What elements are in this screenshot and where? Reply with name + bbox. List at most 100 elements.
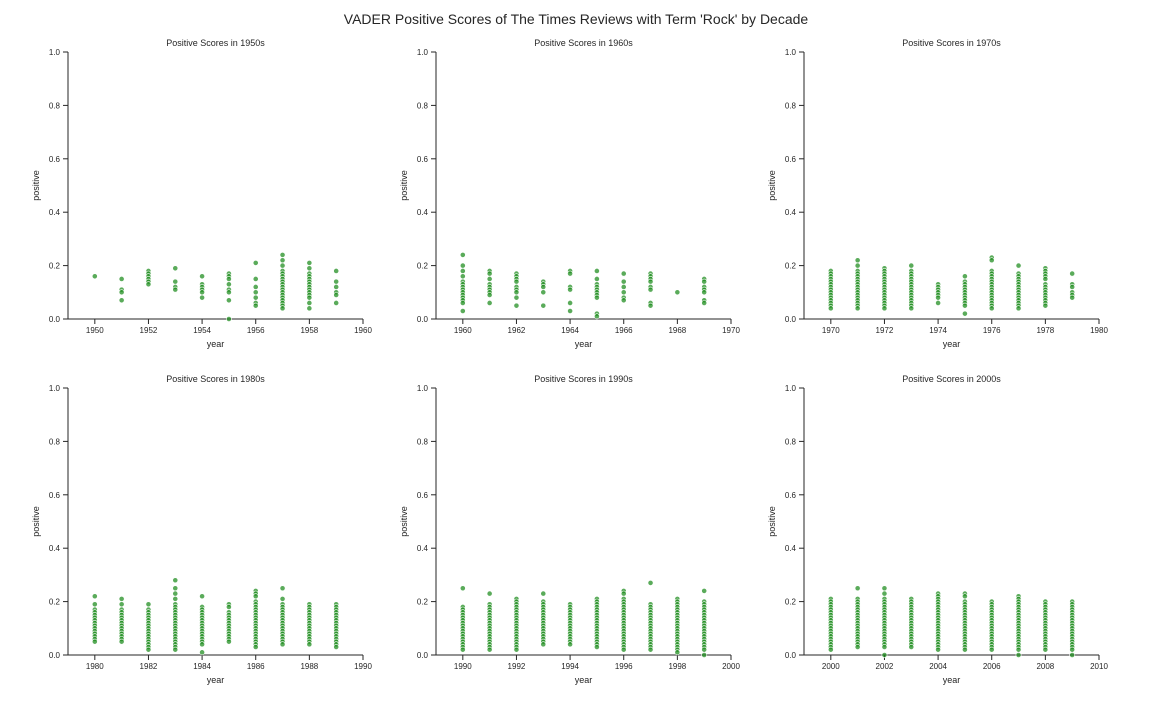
- data-point: [172, 585, 179, 592]
- data-point: [620, 289, 627, 296]
- data-point: [674, 649, 681, 656]
- data-point: [1042, 276, 1049, 282]
- data-point: [540, 590, 547, 597]
- data-point: [486, 300, 493, 306]
- data-point: [908, 305, 915, 312]
- data-point: [333, 284, 340, 290]
- x-tick-label: 1976: [983, 326, 1001, 335]
- data-point: [935, 300, 941, 306]
- data-point: [513, 294, 520, 301]
- y-tick-label: 0.8: [417, 101, 429, 110]
- data-point: [827, 305, 834, 312]
- x-tick-label: 1994: [561, 662, 579, 671]
- x-axis-label: year: [943, 675, 961, 685]
- data-point: [881, 585, 888, 592]
- data-point: [540, 302, 547, 309]
- x-axis-label: year: [575, 339, 593, 349]
- subplot-title: Positive Scores in 1980s: [166, 374, 265, 384]
- data-point: [701, 278, 708, 285]
- y-tick-label: 0.8: [785, 437, 797, 446]
- data-point: [988, 646, 995, 653]
- data-point: [145, 281, 152, 288]
- data-point: [647, 286, 654, 293]
- y-tick-label: 0.0: [49, 651, 61, 660]
- y-tick-label: 0.0: [785, 651, 797, 660]
- data-point: [145, 601, 152, 608]
- data-point: [620, 284, 627, 290]
- x-tick-label: 1972: [876, 326, 894, 335]
- data-point: [252, 593, 259, 600]
- y-tick-label: 1.0: [785, 48, 797, 57]
- data-point: [118, 601, 125, 608]
- subplot-2: Positive Scores in 1960s 0.0 0.2 0.4 0.6 0.8 1…: [399, 38, 740, 349]
- x-tick-label: 1996: [615, 662, 633, 671]
- data-point: [486, 270, 493, 277]
- data-point: [701, 652, 708, 658]
- data-point: [594, 276, 600, 282]
- y-tick-label: 0.0: [49, 315, 61, 324]
- data-point: [459, 308, 466, 314]
- subplot-5: Positive Scores in 1990s 0.0 0.2 0.4 0.6 0.8 1…: [399, 374, 740, 685]
- data-point: [199, 289, 205, 296]
- data-point: [594, 268, 600, 274]
- y-tick-label: 0.4: [49, 544, 61, 553]
- data-point: [252, 260, 259, 266]
- subplot-title: Positive Scores in 1990s: [534, 374, 633, 384]
- data-point: [1015, 262, 1022, 269]
- y-axis-label: positive: [31, 506, 41, 537]
- data-point: [333, 292, 340, 298]
- data-point: [962, 593, 968, 600]
- y-tick-label: 0.0: [417, 651, 429, 660]
- data-point: [252, 294, 259, 301]
- x-tick-label: 1992: [508, 662, 526, 671]
- x-tick-label: 1956: [247, 326, 265, 335]
- data-point: [172, 278, 179, 285]
- x-tick-label: 2000: [822, 662, 840, 671]
- y-tick-label: 0.4: [417, 208, 429, 217]
- y-tick-label: 0.2: [785, 262, 797, 271]
- x-tick-label: 1990: [354, 662, 372, 671]
- data-point: [91, 273, 98, 280]
- data-point: [279, 641, 286, 648]
- subplot-6: Positive Scores in 2000s 0.0 0.2 0.4 0.6 0.8 1…: [767, 374, 1108, 685]
- y-tick-label: 0.8: [49, 437, 61, 446]
- data-point: [226, 276, 232, 282]
- data-point: [199, 273, 205, 280]
- data-point: [854, 305, 861, 312]
- data-point: [1069, 652, 1076, 658]
- data-point: [118, 638, 125, 645]
- subplot-4: Positive Scores in 1980s 0.0 0.2 0.4 0.6 0.8 1…: [31, 374, 372, 685]
- y-tick-label: 0.6: [785, 491, 797, 500]
- data-point: [540, 641, 547, 648]
- y-axis-label: positive: [399, 506, 409, 537]
- y-tick-label: 0.2: [417, 262, 429, 271]
- data-point: [1069, 284, 1076, 290]
- x-tick-label: 1978: [1036, 326, 1054, 335]
- data-point: [854, 585, 861, 592]
- subplot-1: Positive Scores in 1950s 0.0 0.2 0.4 0.6 0.8 1…: [31, 38, 372, 349]
- data-point: [199, 294, 205, 301]
- data-point: [513, 278, 520, 285]
- data-point: [567, 286, 573, 293]
- data-point: [226, 604, 232, 610]
- data-point: [962, 646, 968, 653]
- x-tick-label: 2006: [983, 662, 1001, 671]
- y-tick-label: 0.8: [417, 437, 429, 446]
- x-tick-label: 1970: [722, 326, 740, 335]
- data-point: [620, 270, 627, 277]
- x-tick-label: 1960: [454, 326, 472, 335]
- data-point: [674, 289, 681, 296]
- data-point: [594, 313, 600, 320]
- data-point: [118, 276, 125, 282]
- data-point: [854, 257, 861, 264]
- y-tick-label: 0.2: [417, 598, 429, 607]
- y-tick-label: 0.6: [417, 491, 429, 500]
- data-point: [567, 641, 573, 648]
- x-tick-label: 1952: [140, 326, 158, 335]
- data-point: [118, 596, 125, 602]
- data-point: [567, 300, 573, 306]
- data-point: [226, 638, 232, 645]
- data-point: [459, 252, 466, 258]
- data-point: [172, 286, 179, 293]
